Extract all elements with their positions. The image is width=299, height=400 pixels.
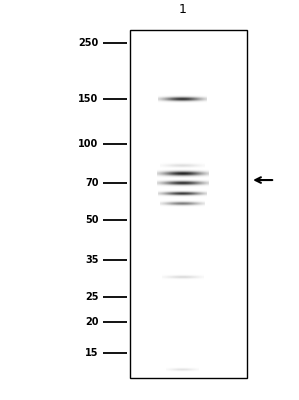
Text: 25: 25 bbox=[85, 292, 99, 302]
Text: 250: 250 bbox=[78, 38, 99, 48]
Text: 70: 70 bbox=[85, 178, 99, 188]
Text: 35: 35 bbox=[85, 255, 99, 265]
Text: 20: 20 bbox=[85, 316, 99, 326]
Text: 100: 100 bbox=[78, 139, 99, 149]
Bar bbox=[130, 30, 247, 378]
Text: 150: 150 bbox=[78, 94, 99, 104]
Text: 50: 50 bbox=[85, 215, 99, 225]
Text: 15: 15 bbox=[85, 348, 99, 358]
Text: 1: 1 bbox=[179, 3, 187, 16]
